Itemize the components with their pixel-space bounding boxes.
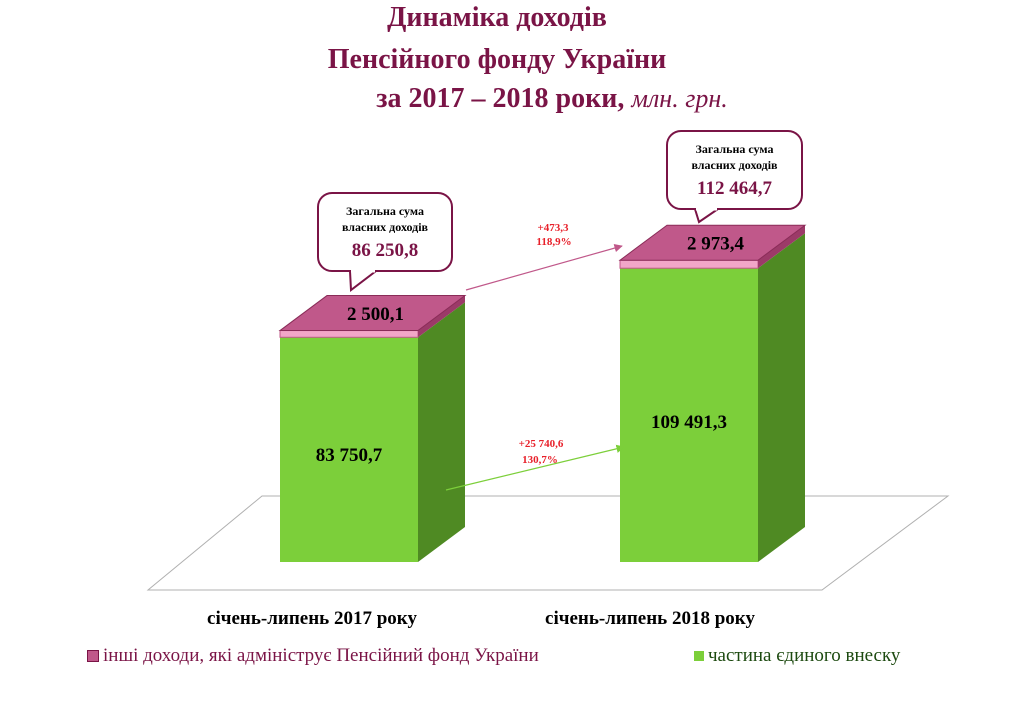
change-arrow-single-contribution [445,444,625,491]
bar-pink-top [618,224,807,261]
data-label-pink: 2 973,4 [687,234,745,255]
callout-value: 112 464,7 [697,178,772,199]
callout-tail [693,208,722,224]
data-label-green: 109 491,3 [651,412,727,433]
callout-box [317,192,453,272]
legend-item-single-contribution: частина єдиного внеску [694,645,900,667]
bar-green-front [280,337,418,562]
callout-heading-line1: Загальна сума [346,204,424,218]
change-arrow-other-income [465,244,623,291]
legend-swatch-single-contribution [694,651,704,661]
callout-box [666,130,803,210]
category-label: січень-липень 2018 року [545,608,755,629]
category-label: січень-липень 2017 року [207,608,417,629]
chart-title-period: за 2017 – 2018 роки, [376,83,625,114]
change-percent-other-income: 118,9% [536,236,571,248]
bar-green-side [758,233,805,562]
callout-tail [348,270,379,292]
chart-title-line1: Динаміка доходів [387,2,607,33]
bar-green-side [418,302,465,562]
legend-item-other-income: інші доходи, які адмініструє Пенсійний ф… [87,645,539,667]
legend-label-other-income: інші доходи, які адмініструє Пенсійний ф… [103,645,539,666]
bar-pink-front [619,259,759,269]
chart-title-line2: Пенсійного фонду України [327,44,667,75]
bar-pink-top [278,295,467,332]
callout-heading-line1: Загальна сума [696,142,774,156]
data-label-green: 83 750,7 [316,445,383,466]
change-delta-other-income: +473,3 [537,222,569,234]
callout-heading-line2: власних доходів [342,220,429,234]
chart-floor [146,495,950,591]
bar-pink-side [758,225,805,269]
callout-value: 86 250,8 [352,240,419,261]
chart-title-line3: за 2017 – 2018 роки, млн. грн. [40,83,1024,115]
change-percent-single-contribution: 130,7% [522,454,558,466]
chart-title-unit: млн. грн. [631,84,728,113]
callout-heading-line2: власних доходів [691,158,778,172]
bar-pink-side [418,295,465,338]
bar-green-front [620,268,758,562]
data-label-pink: 2 500,1 [347,304,404,325]
bar-pink-front [279,330,419,338]
legend-swatch-other-income [87,650,99,662]
change-delta-single-contribution: +25 740,6 [519,438,564,450]
legend-label-single-contribution: частина єдиного внеску [708,645,901,666]
